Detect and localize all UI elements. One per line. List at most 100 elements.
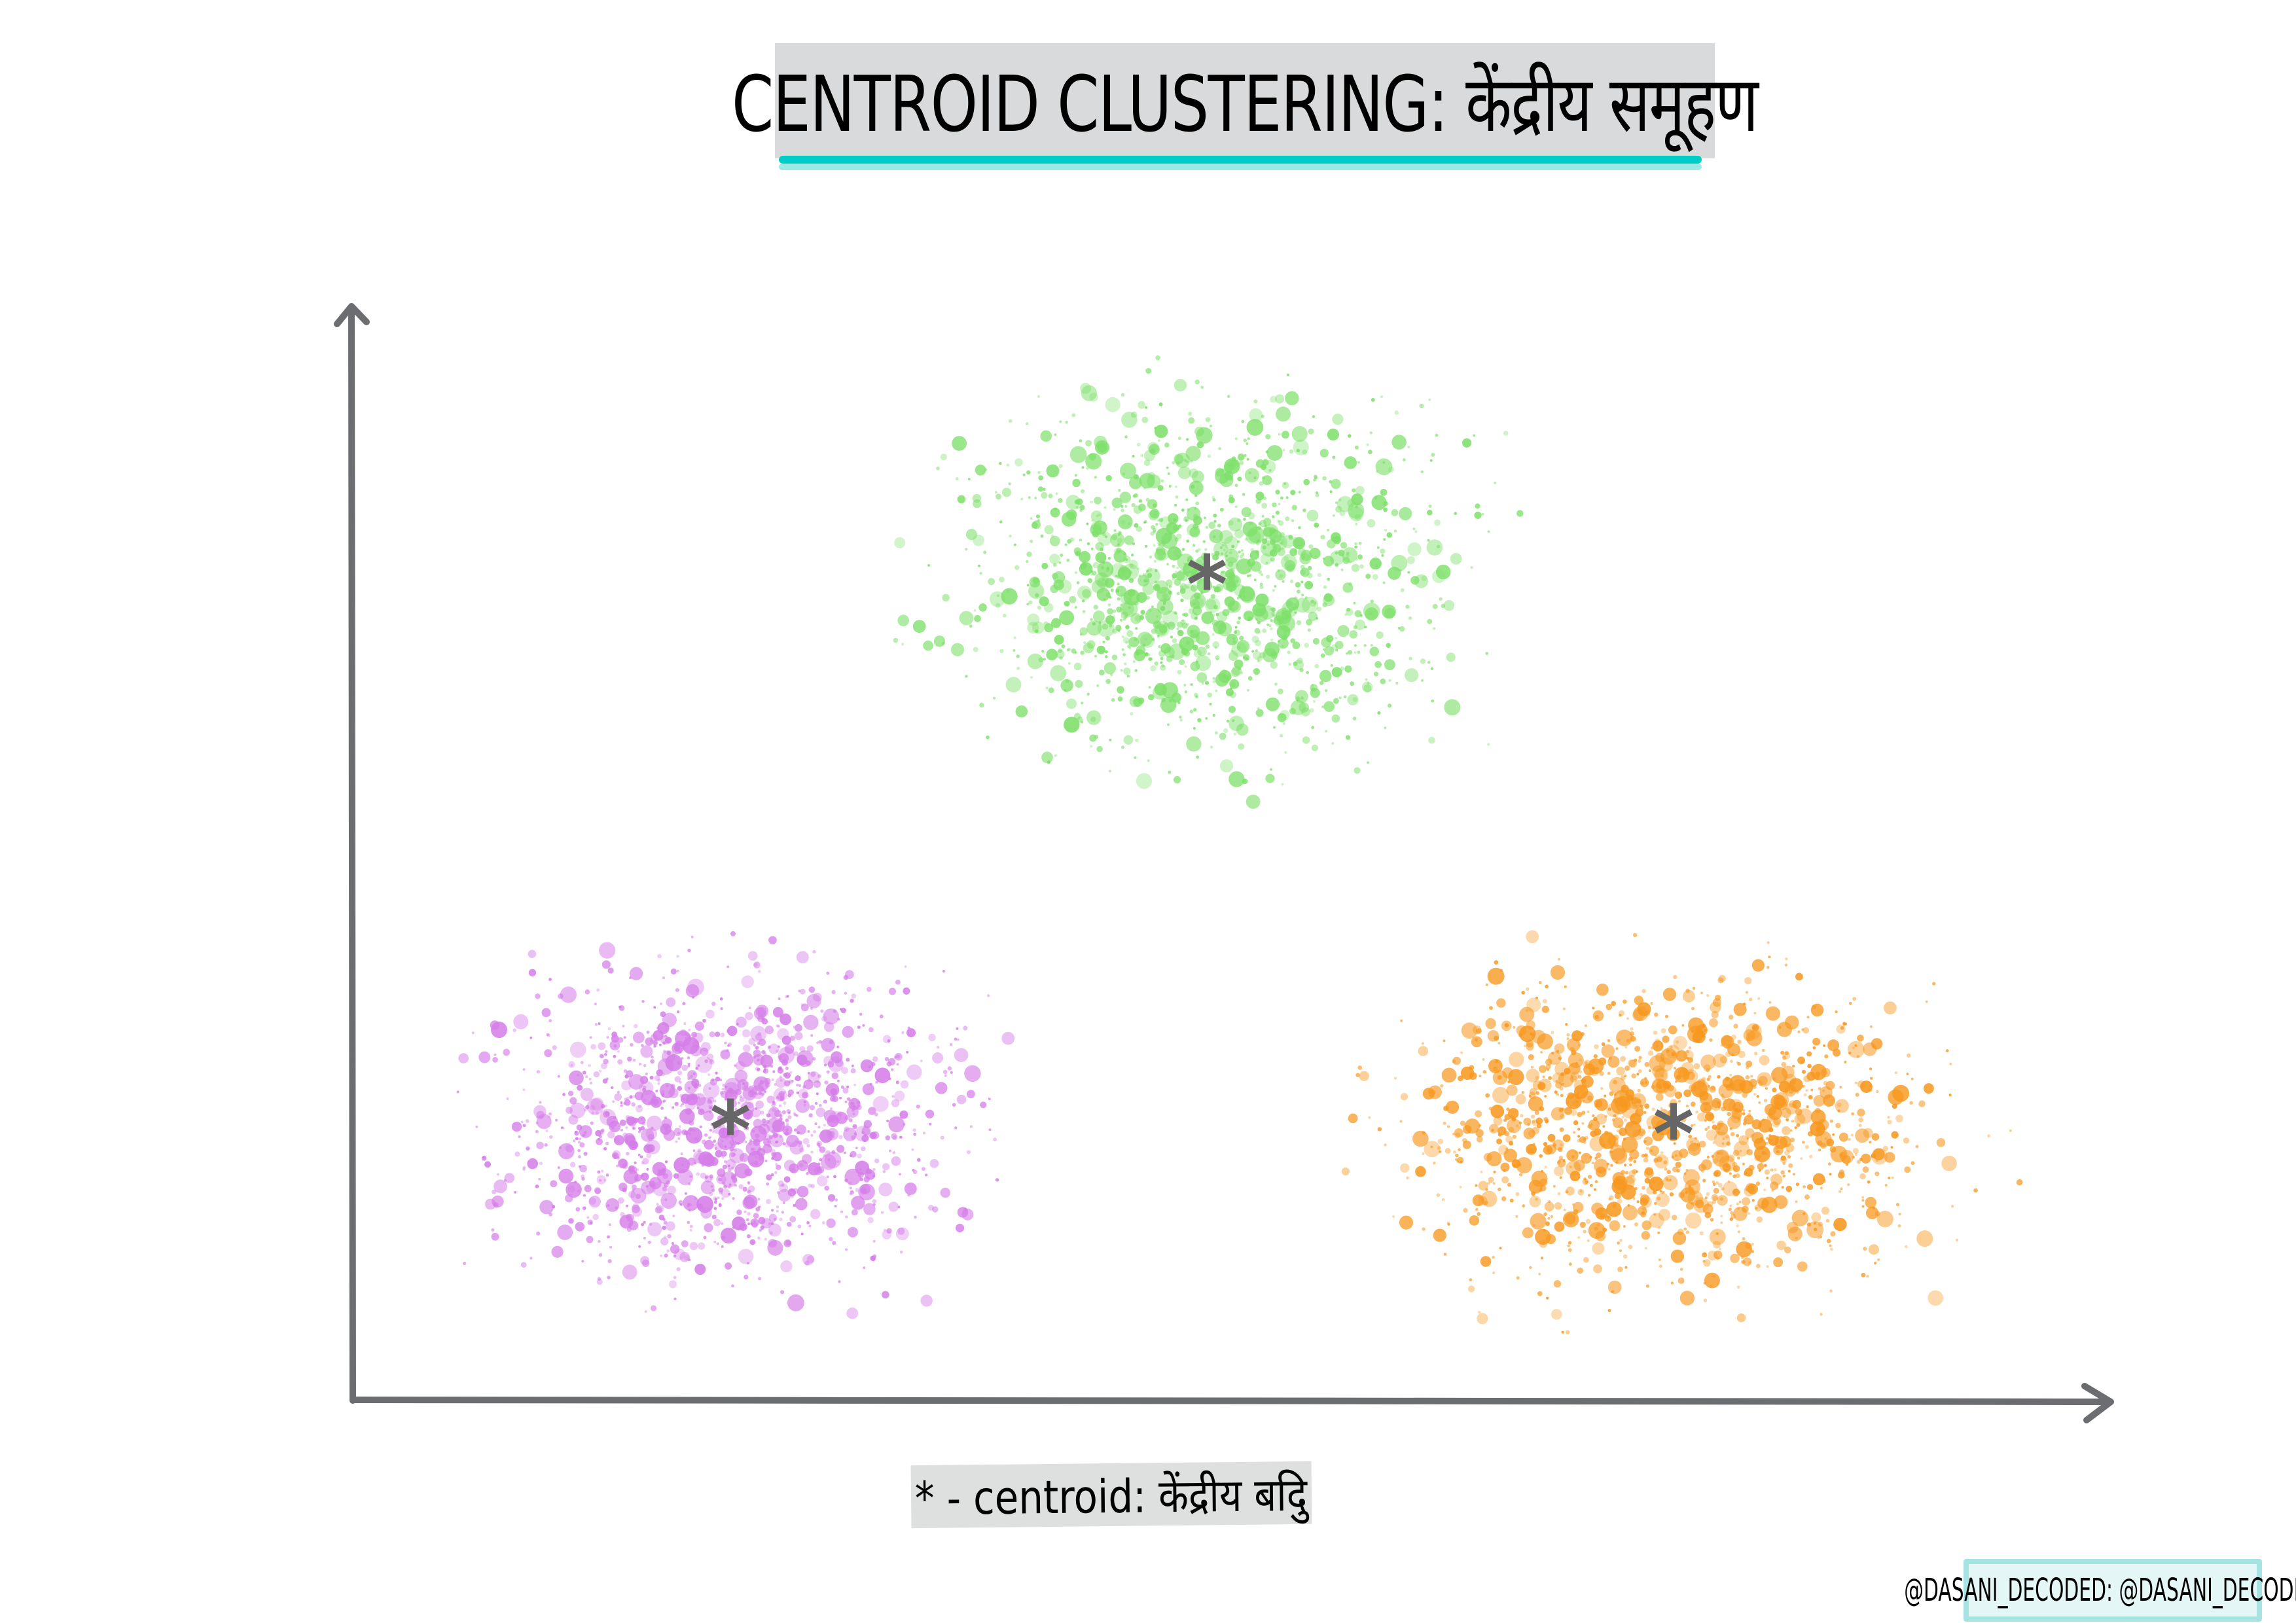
cluster-point	[761, 1018, 768, 1025]
cluster-point	[1312, 415, 1316, 418]
cluster-point	[807, 1130, 810, 1133]
cluster-point	[1542, 999, 1547, 1004]
cluster-point	[1354, 767, 1361, 774]
cluster-point	[827, 1194, 836, 1202]
cluster-point	[1894, 1071, 1897, 1075]
cluster-point	[1573, 1120, 1579, 1126]
cluster-point	[818, 1040, 823, 1044]
cluster-point	[689, 1203, 692, 1207]
cluster-point	[1112, 609, 1117, 613]
cluster-point	[764, 1160, 768, 1162]
cluster-point	[1476, 1135, 1483, 1143]
cluster-point	[650, 1059, 655, 1064]
cluster-point	[1265, 697, 1280, 711]
cluster-point	[793, 1112, 796, 1115]
cluster-point	[1331, 741, 1335, 745]
cluster-point	[1252, 603, 1266, 617]
cluster-point	[1585, 1219, 1591, 1224]
cluster-point	[1744, 977, 1752, 985]
cluster-point	[641, 1000, 645, 1003]
cluster-point	[1117, 574, 1121, 579]
cluster-point	[1711, 1154, 1714, 1158]
cluster-point	[1110, 588, 1114, 592]
cluster-point	[1800, 1157, 1803, 1160]
cluster-point	[1219, 529, 1233, 544]
cluster-point	[1742, 1162, 1745, 1166]
cluster-point	[1607, 1280, 1622, 1294]
cluster-point	[1624, 1120, 1641, 1138]
cluster-point	[1857, 1109, 1865, 1117]
cluster-point	[491, 1232, 499, 1241]
cluster-point	[942, 594, 950, 602]
cluster-point	[1293, 537, 1306, 550]
cluster-point	[1508, 1126, 1515, 1133]
cluster-point	[1806, 1184, 1814, 1190]
cluster-point	[1028, 496, 1031, 499]
cluster-point	[749, 1239, 756, 1245]
cluster-point	[1239, 460, 1244, 465]
cluster-point	[895, 980, 901, 985]
cluster-point	[812, 1057, 816, 1061]
cluster-point	[751, 1162, 754, 1165]
cluster-point	[1146, 569, 1149, 573]
cluster-point	[1683, 1172, 1687, 1175]
cluster-point	[1257, 539, 1260, 543]
cluster-point	[676, 955, 679, 958]
cluster-point	[1082, 610, 1086, 613]
cluster-point	[1440, 1084, 1444, 1088]
cluster-point	[1147, 499, 1158, 510]
cluster-point	[548, 978, 552, 981]
cluster-point	[932, 1206, 939, 1213]
cluster-point	[1124, 505, 1128, 508]
cluster-point	[965, 675, 968, 678]
cluster-point	[1571, 1030, 1583, 1042]
cluster-point	[849, 1192, 852, 1196]
cluster-point	[1131, 553, 1134, 557]
cluster-point	[1732, 1188, 1740, 1196]
cluster-point	[1641, 1186, 1646, 1190]
cluster-point	[1157, 598, 1174, 615]
cluster-point	[947, 1066, 952, 1071]
cluster-point	[1642, 1207, 1647, 1211]
cluster-point	[1897, 1224, 1901, 1228]
cluster-point	[617, 1156, 620, 1160]
cluster-point	[1300, 564, 1305, 569]
cluster-point	[1224, 458, 1240, 474]
cluster-point	[1186, 736, 1202, 752]
cluster-point	[940, 1187, 951, 1198]
cluster-point	[1009, 419, 1013, 423]
cluster-point	[1873, 1261, 1877, 1265]
cluster-point	[590, 1121, 594, 1125]
cluster-point	[709, 1031, 715, 1038]
cluster-point	[830, 1107, 833, 1111]
cluster-point	[757, 969, 761, 973]
cluster-point	[1247, 558, 1255, 567]
cluster-point	[722, 1084, 726, 1087]
cluster-point	[780, 1079, 783, 1082]
cluster-point	[899, 1251, 903, 1254]
cluster-point	[1690, 1101, 1696, 1107]
cluster-point	[1177, 524, 1182, 528]
cluster-point	[1462, 1140, 1471, 1149]
cluster-point	[1736, 1241, 1752, 1258]
cluster-point	[816, 1107, 826, 1117]
cluster-point	[1247, 512, 1255, 520]
cluster-point	[1763, 1188, 1767, 1192]
cluster-point	[714, 1198, 718, 1201]
cluster-point	[1109, 624, 1113, 628]
cluster-point	[1785, 1118, 1789, 1122]
cluster-point	[1736, 1133, 1740, 1137]
cluster-point	[1662, 1190, 1665, 1194]
cluster-point	[1535, 997, 1538, 999]
cluster-point	[956, 1223, 965, 1233]
cluster-point	[511, 1121, 522, 1132]
cluster-point	[904, 965, 907, 969]
cluster-point	[1727, 1082, 1736, 1091]
cluster-point	[1545, 1221, 1550, 1226]
cluster-point	[1528, 1054, 1534, 1060]
cluster-point	[1168, 643, 1185, 660]
cluster-point	[1763, 1099, 1768, 1103]
cluster-point	[493, 1179, 507, 1194]
cluster-point	[734, 1149, 737, 1152]
cluster-point	[1579, 1221, 1586, 1228]
